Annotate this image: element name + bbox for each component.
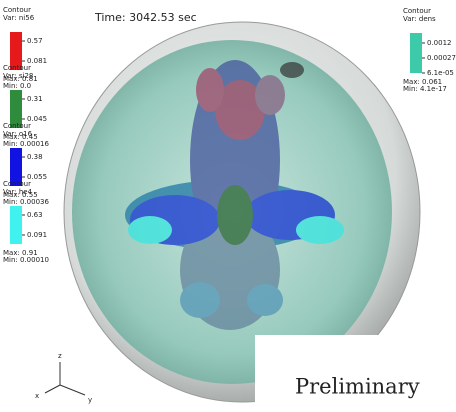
legend-label: 0.091 <box>27 231 47 239</box>
legend-min: Min: 0.0 <box>3 82 31 90</box>
legend-label: 6.1e-05 <box>427 69 454 77</box>
legend-label: 0.31 <box>27 95 43 103</box>
axis-z: z <box>58 352 62 360</box>
time-label: Time: 3042.53 sec <box>94 11 197 24</box>
legend-min: Min: 0.00036 <box>3 198 49 206</box>
watermark: Preliminary <box>295 375 420 399</box>
legend-var: Var: he4 <box>3 188 33 196</box>
legend-var: Var: o16 <box>3 130 33 138</box>
legend-swatch <box>410 33 422 73</box>
axis-y: y <box>88 396 92 404</box>
legend-label: 0.63 <box>27 211 43 219</box>
legend-min: Min: 4.1e-17 <box>403 85 447 93</box>
visualization: Time: 3042.53 sec ContourVar: ni560.570.… <box>0 0 456 408</box>
legend-title: Contour <box>3 122 31 130</box>
legend-min: Min: 0.00010 <box>3 256 49 264</box>
legend-title: Contour <box>3 64 31 72</box>
legend-label: 0.57 <box>27 37 43 45</box>
legend-var: Var: si28 <box>3 72 33 80</box>
legend-swatch <box>10 206 22 244</box>
legend-title: Contour <box>403 7 431 15</box>
axis-x: x <box>35 392 39 400</box>
legend-label: 0.38 <box>27 153 43 161</box>
legend-var: Var: dens <box>403 15 436 23</box>
legend-label: 0.0012 <box>427 39 452 47</box>
legend-var: Var: ni56 <box>3 14 35 22</box>
legend-min: Min: 0.00016 <box>3 140 49 148</box>
legend-title: Contour <box>3 180 31 188</box>
legend-label: 0.00027 <box>427 54 456 62</box>
legend-title: Contour <box>3 6 31 14</box>
axis-triad <box>45 362 85 395</box>
